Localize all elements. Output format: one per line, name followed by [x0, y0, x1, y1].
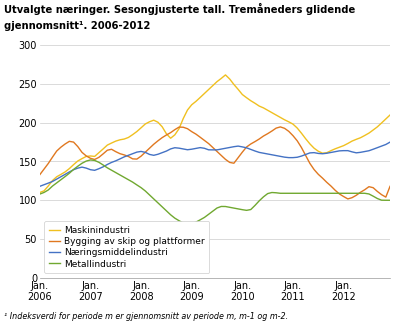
Næringsmiddelindustri: [388, 140, 392, 144]
Bygging av skip og plattformer: [211, 146, 215, 150]
Næringsmiddelindustri: [59, 175, 63, 179]
Text: ¹ Indeksverdi for periode m er gjennomsnitt av periode m, m-1 og m-2.: ¹ Indeksverdi for periode m er gjennomsn…: [4, 312, 288, 321]
Næringsmiddelindustri: [37, 184, 42, 188]
Line: Maskinindustri: Maskinindustri: [40, 75, 390, 193]
Maskinindustri: [324, 151, 329, 155]
Metallindustri: [185, 223, 190, 227]
Line: Bygging av skip og plattformer: Bygging av skip og plattformer: [40, 127, 390, 199]
Næringsmiddelindustri: [303, 152, 308, 156]
Metallindustri: [42, 191, 47, 194]
Metallindustri: [329, 191, 334, 195]
Line: Metallindustri: Metallindustri: [40, 160, 390, 225]
Maskinindustri: [193, 99, 198, 103]
Text: Utvalgte næringer. Sesongjusterte tall. Tremåneders glidende: Utvalgte næringer. Sesongjusterte tall. …: [4, 3, 355, 15]
Maskinindustri: [308, 142, 312, 146]
Metallindustri: [59, 178, 63, 182]
Metallindustri: [219, 204, 224, 208]
Næringsmiddelindustri: [193, 146, 198, 150]
Bygging av skip og plattformer: [278, 125, 283, 129]
Bygging av skip og plattformer: [42, 167, 47, 171]
Bygging av skip og plattformer: [388, 184, 392, 188]
Maskinindustri: [211, 84, 215, 88]
Næringsmiddelindustri: [211, 148, 215, 152]
Metallindustri: [312, 191, 316, 195]
Metallindustri: [388, 198, 392, 202]
Bygging av skip og plattformer: [324, 180, 329, 184]
Metallindustri: [88, 158, 93, 162]
Næringsmiddelindustri: [320, 152, 325, 156]
Line: Næringsmiddelindustri: Næringsmiddelindustri: [40, 142, 390, 186]
Maskinindustri: [42, 189, 47, 193]
Bygging av skip og plattformer: [37, 173, 42, 177]
Maskinindustri: [223, 73, 228, 77]
Bygging av skip og plattformer: [308, 162, 312, 165]
Maskinindustri: [59, 172, 63, 176]
Text: gjennomsnitt¹. 2006-2012: gjennomsnitt¹. 2006-2012: [4, 21, 150, 31]
Bygging av skip og plattformer: [345, 197, 350, 201]
Maskinindustri: [388, 113, 392, 117]
Metallindustri: [202, 215, 207, 219]
Metallindustri: [37, 192, 42, 196]
Bygging av skip og plattformer: [193, 132, 198, 136]
Bygging av skip og plattformer: [59, 145, 63, 149]
Legend: Maskinindustri, Bygging av skip og plattformer, Næringsmiddelindustri, Metallind: Maskinindustri, Bygging av skip og platt…: [44, 222, 209, 273]
Næringsmiddelindustri: [42, 183, 47, 187]
Maskinindustri: [37, 191, 42, 194]
